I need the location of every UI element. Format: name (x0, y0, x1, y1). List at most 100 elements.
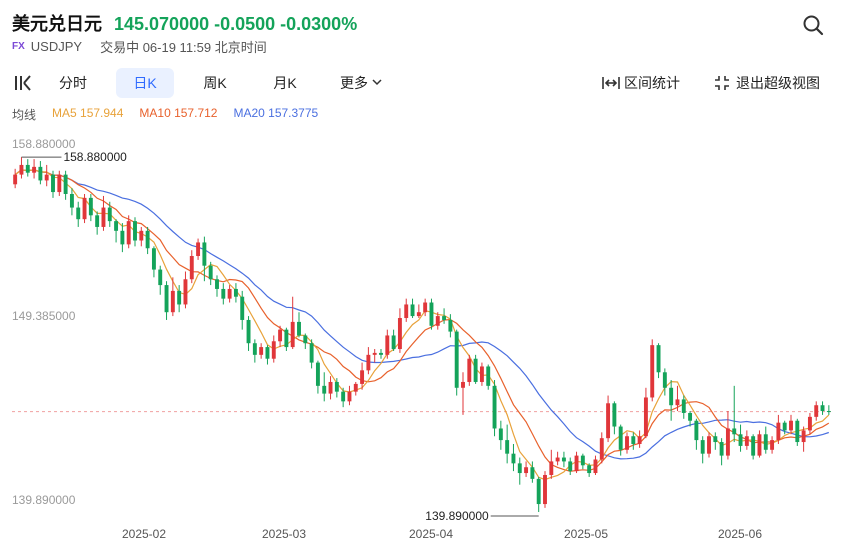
candle-up (807, 412, 812, 435)
tab-daily[interactable]: 日K (116, 68, 174, 98)
candle-down (391, 329, 396, 351)
candle-up (625, 432, 629, 454)
candle-down (95, 211, 100, 235)
candle-body (189, 256, 194, 280)
candle-up (423, 298, 428, 317)
candle-body (662, 372, 667, 388)
tab-monthly[interactable]: 月K (273, 75, 297, 91)
candle-up (549, 449, 554, 479)
candlestick-chart[interactable]: 158.880000 149.385000 139.890000 2025-02 202… (0, 124, 843, 554)
range-stats-icon[interactable] (602, 76, 620, 90)
candle-down (177, 285, 182, 313)
candle-down (107, 201, 112, 227)
candle-up (599, 432, 604, 464)
candle-body (423, 302, 428, 313)
candle-body (637, 436, 642, 444)
candle-up (643, 387, 648, 439)
candle-body (612, 403, 617, 427)
candle-down (505, 424, 510, 464)
candle-up (328, 376, 333, 400)
candle-down (561, 451, 566, 468)
candle-body (38, 166, 43, 181)
candle-body (435, 316, 440, 326)
candle-body (372, 352, 377, 355)
exit-fullscreen-button[interactable]: 退出超级视图 (736, 75, 820, 91)
candle-body (492, 385, 497, 429)
x-tick-label: 2025-04 (409, 527, 453, 541)
candle-body (732, 428, 737, 435)
y-tick-label: 139.890000 (12, 493, 76, 507)
tab-weekly[interactable]: 周K (203, 75, 227, 91)
candle-up (183, 271, 188, 309)
candle-up (650, 339, 655, 402)
chart-type-icon[interactable] (14, 75, 32, 91)
candle-body (322, 385, 327, 394)
tab-minute[interactable]: 分时 (59, 75, 87, 91)
candle-up (757, 430, 762, 458)
candle-up (675, 385, 680, 412)
title-row: 美元兑日元 145.070000 -0.0500 -0.0300% (12, 10, 357, 36)
candle-body (19, 164, 24, 175)
candle-up (44, 164, 49, 187)
candle-body (725, 428, 730, 456)
candle-down (656, 343, 661, 379)
candle-body (233, 288, 238, 297)
exit-fullscreen-icon[interactable] (714, 75, 730, 91)
candle-up (170, 277, 175, 317)
candle-down (612, 401, 617, 435)
candle-down (164, 281, 169, 320)
candle-down (530, 461, 535, 483)
candle-body (568, 461, 573, 472)
candle-body (618, 426, 623, 450)
candle-body (574, 455, 579, 472)
candle-down (202, 236, 207, 282)
candle-body (69, 193, 74, 208)
candle-body (713, 436, 718, 443)
candle-body (625, 436, 629, 450)
candle-body (215, 279, 219, 289)
candle-body (719, 442, 724, 456)
period-toolbar: 分时 日K 周K 月K 更多 区间统计 退出超级视图 (0, 66, 843, 100)
candle-up (196, 238, 201, 260)
candle-up (801, 426, 806, 452)
candle-body (429, 302, 434, 326)
candle-body (511, 453, 516, 464)
candle-body (826, 411, 831, 413)
candle-down (76, 201, 81, 227)
tab-more[interactable]: 更多 (340, 75, 368, 91)
candle-body (315, 362, 320, 386)
candle-down (700, 436, 705, 464)
candle-body (543, 474, 547, 505)
candle-body (63, 174, 68, 194)
candle-up (555, 451, 560, 466)
candle-down (215, 275, 219, 297)
y-tick-label: 149.385000 (12, 309, 76, 323)
candle-up (404, 298, 409, 322)
candle-up (259, 343, 264, 359)
candle-down (88, 193, 93, 222)
chevron-down-icon[interactable] (372, 78, 382, 86)
candle-down (429, 298, 434, 330)
candle-body (145, 230, 150, 249)
candle-body (360, 370, 365, 384)
candle-body (795, 420, 800, 443)
candle-down (63, 170, 68, 200)
candle-body (555, 457, 560, 462)
candle-up (707, 432, 711, 458)
candle-body (259, 347, 264, 355)
candle-body (133, 221, 137, 241)
candle-body (580, 455, 585, 466)
candle-body (290, 321, 295, 348)
candle-body (467, 358, 472, 382)
candle-up (435, 312, 440, 330)
range-stats-button[interactable]: 区间统计 (624, 75, 680, 91)
candle-body (347, 391, 352, 402)
candle-down (322, 372, 327, 402)
candle-body (694, 420, 699, 441)
candle-body (32, 166, 37, 173)
candle-down (341, 387, 346, 408)
search-icon[interactable] (802, 14, 824, 36)
candle-body (498, 428, 503, 441)
ma-title: 均线 (12, 108, 37, 122)
candle-down (133, 217, 137, 247)
